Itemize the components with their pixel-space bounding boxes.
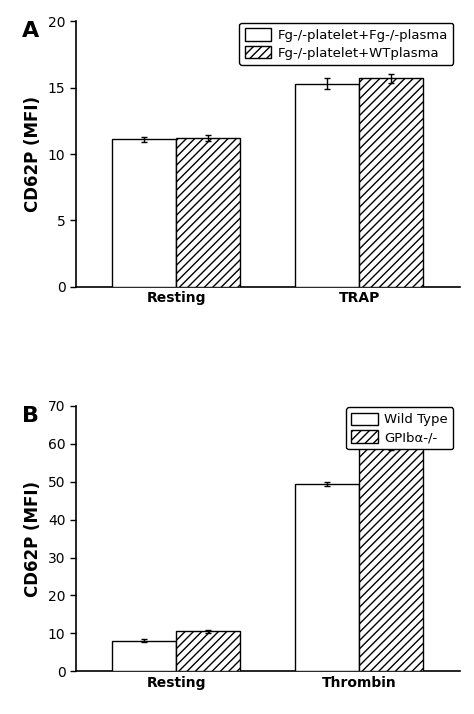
Legend: Wild Type, GPIbα-/-: Wild Type, GPIbα-/- <box>346 407 453 449</box>
Text: B: B <box>22 406 39 426</box>
Bar <box>112 641 176 671</box>
Bar <box>176 631 240 671</box>
Bar <box>176 138 240 286</box>
Bar <box>295 84 359 286</box>
Legend: Fg-/-platelet+Fg-/-plasma, Fg-/-platelet+WTplasma: Fg-/-platelet+Fg-/-plasma, Fg-/-platelet… <box>239 23 453 65</box>
Y-axis label: CD62P (MFI): CD62P (MFI) <box>24 96 42 212</box>
Y-axis label: CD62P (MFI): CD62P (MFI) <box>24 481 42 597</box>
Text: A: A <box>22 21 39 41</box>
Bar <box>295 483 359 671</box>
Bar <box>359 448 423 671</box>
Bar <box>359 79 423 286</box>
Bar <box>112 139 176 286</box>
